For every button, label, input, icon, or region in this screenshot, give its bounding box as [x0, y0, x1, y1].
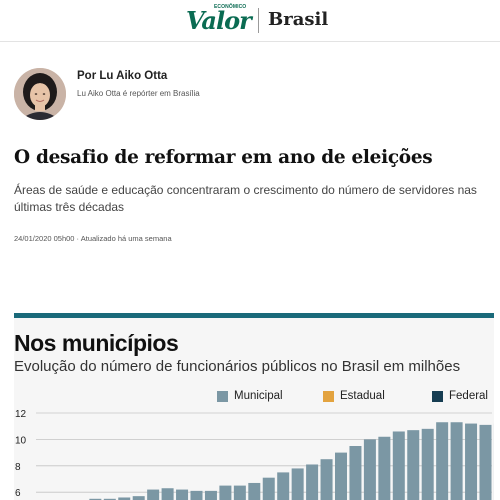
bar-municipal[interactable] — [147, 489, 160, 500]
bar-municipal[interactable] — [176, 489, 189, 500]
bar-municipal[interactable] — [233, 485, 246, 500]
legend-label-estadual: Estadual — [340, 390, 385, 402]
bar-municipal[interactable] — [103, 498, 116, 500]
bar-municipal[interactable] — [161, 488, 174, 500]
author-photo-icon — [14, 68, 66, 120]
bar-municipal[interactable] — [450, 422, 463, 500]
article-dateline: 24/01/2020 05h00 · Atualizado há uma sem… — [14, 234, 172, 243]
author-avatar — [14, 68, 66, 120]
site-header: ECONÔMICO Valor Brasil — [0, 0, 500, 42]
bar-municipal[interactable] — [320, 459, 333, 500]
bar-municipal[interactable] — [306, 464, 319, 500]
chart-title: Nos municípios — [14, 330, 179, 356]
bar-municipal[interactable] — [335, 452, 347, 500]
logo-kicker: ECONÔMICO — [214, 4, 247, 10]
legend-swatch-estadual — [323, 391, 334, 402]
bar-municipal[interactable] — [204, 490, 217, 500]
bar-municipal[interactable] — [262, 477, 275, 500]
bar-municipal[interactable] — [479, 424, 492, 500]
bar-municipal[interactable] — [277, 472, 290, 500]
author-name[interactable]: Por Lu Aiko Otta — [77, 70, 168, 82]
bar-municipal[interactable] — [378, 436, 391, 500]
bar-municipal[interactable] — [465, 423, 478, 500]
bar-municipal[interactable] — [219, 485, 232, 500]
legend-swatch-municipal — [217, 391, 228, 402]
y-tick-label: 8 — [15, 462, 21, 473]
chart-figure: Nos municípios Evolução do número de fun… — [14, 313, 494, 500]
bar-municipal[interactable] — [118, 497, 131, 500]
bar-municipal[interactable] — [392, 431, 405, 500]
bar-municipal[interactable] — [89, 498, 102, 500]
y-tick-label: 6 — [15, 488, 21, 499]
bar-municipal[interactable] — [407, 430, 420, 500]
author-bio: Lu Aiko Otta é repórter em Brasília — [77, 89, 200, 98]
valor-logo[interactable]: ECONÔMICO Valor — [186, 4, 252, 35]
y-tick-label: 12 — [15, 410, 27, 420]
bar-municipal[interactable] — [436, 422, 449, 500]
bar-municipal[interactable] — [132, 496, 145, 500]
chart-legend: Municipal Estadual Federal — [14, 390, 494, 404]
article-title: O desafio de reformar em ano de eleições — [14, 147, 433, 168]
bar-municipal[interactable] — [349, 446, 362, 500]
y-tick-label: 10 — [15, 435, 27, 446]
header-divider — [258, 8, 259, 33]
chart-plot: 6 8 10 12 — [15, 410, 494, 500]
legend-label-federal: Federal — [449, 390, 488, 402]
article-subtitle: Áreas de saúde e educação concentraram o… — [14, 183, 477, 214]
bar-municipal[interactable] — [190, 490, 203, 500]
bar-municipal[interactable] — [421, 428, 434, 500]
legend-label-municipal: Municipal — [234, 390, 283, 402]
bar-municipal[interactable] — [363, 439, 376, 500]
bar-municipal[interactable] — [291, 468, 304, 500]
chart-subtitle: Evolução do número de funcionários públi… — [14, 358, 461, 375]
legend-swatch-federal — [432, 391, 443, 402]
bar-municipal[interactable] — [248, 482, 261, 500]
logo-text: Valor — [186, 6, 252, 35]
section-name[interactable]: Brasil — [268, 9, 329, 30]
